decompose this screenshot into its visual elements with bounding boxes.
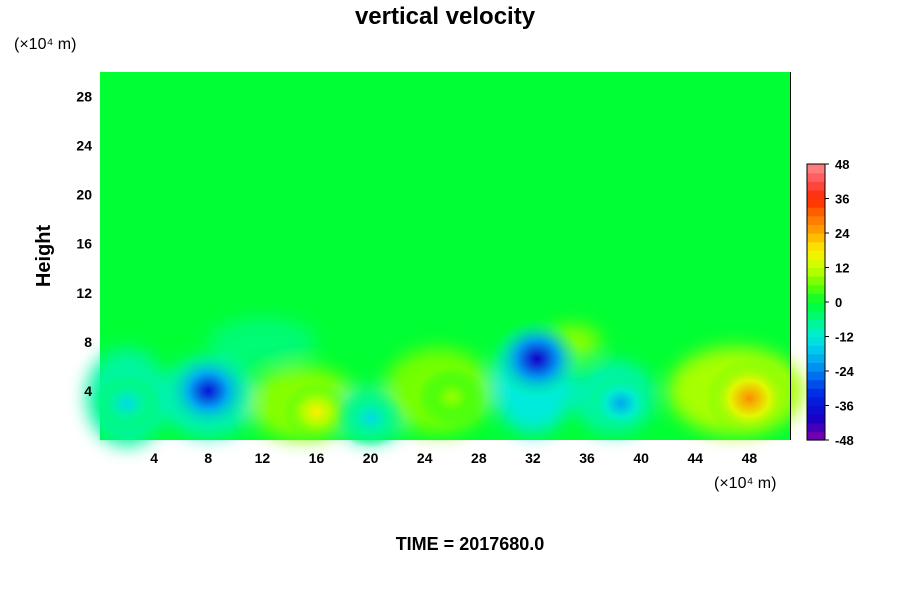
colorbar-swatch	[807, 302, 825, 312]
y-tick-label: 12	[76, 285, 92, 301]
y-tick-label: 28	[76, 89, 92, 105]
y-tick-label: 24	[76, 138, 92, 154]
colorbar-swatch	[807, 172, 825, 182]
velocity-field	[86, 317, 804, 448]
x-tick-label: 40	[633, 450, 649, 466]
colorbar-tick-label: -24	[835, 364, 855, 379]
y-axis-label: Height	[33, 225, 55, 288]
field-feature	[493, 319, 581, 400]
colorbar-swatch	[807, 422, 825, 432]
colorbar-swatch	[807, 258, 825, 269]
colorbar-swatch	[807, 233, 825, 243]
colorbar-tick-label: -36	[835, 399, 854, 414]
colorbar-swatch	[807, 189, 825, 200]
y-tick-label: 4	[84, 383, 92, 399]
colorbar-swatch	[807, 224, 825, 234]
field-feature	[705, 358, 794, 439]
y-ticks: 4 8 12 16 20 24 28	[76, 89, 92, 399]
colorbar-tick-label: -12	[835, 330, 854, 345]
x-tick-label: 44	[688, 450, 704, 466]
colorbar-swatch	[807, 371, 825, 381]
colorbar-swatch	[807, 396, 825, 407]
colorbar-swatch	[807, 164, 825, 174]
colorbar-swatch	[807, 405, 825, 415]
colorbar-swatch	[807, 293, 825, 303]
colorbar-tick-label: 48	[835, 157, 849, 172]
colorbar-swatch	[807, 276, 825, 286]
field-feature	[586, 373, 655, 434]
colorbar-swatch	[807, 319, 825, 329]
x-ticks: 4 8 12 16 20 24 28 32 36 40 44 48	[150, 450, 757, 466]
colorbar-swatch	[807, 336, 825, 346]
colorbar-tick-label: -48	[835, 433, 854, 448]
colorbar-swatch	[807, 345, 825, 355]
time-label: TIME = 2017680.0	[396, 534, 545, 554]
y-tick-label: 16	[76, 236, 92, 252]
chart-title: vertical velocity	[355, 3, 536, 30]
x-tick-label: 36	[579, 450, 595, 466]
y-tick-label: 20	[76, 187, 92, 203]
colorbar-swatch	[807, 431, 825, 441]
colorbar-swatch	[807, 327, 825, 338]
field-feature	[417, 367, 486, 428]
y-unit-label: (×10⁴ m)	[14, 36, 76, 53]
colorbar-swatch	[807, 250, 825, 260]
x-tick-label: 28	[471, 450, 487, 466]
plot-area	[86, 72, 804, 448]
colorbar-swatch	[807, 414, 825, 424]
x-tick-label: 8	[204, 450, 212, 466]
x-tick-label: 32	[525, 450, 541, 466]
colorbar-swatch	[807, 241, 825, 251]
field-feature	[282, 381, 351, 442]
colorbar-swatch	[807, 267, 825, 277]
colorbar-swatch	[807, 181, 825, 191]
x-tick-label: 16	[309, 450, 325, 466]
colorbar-swatch	[807, 379, 825, 389]
field-feature	[164, 350, 253, 431]
colorbar-swatch	[807, 353, 825, 363]
colorbar-tick-label: 24	[835, 226, 850, 241]
colorbar-tick-label: 12	[835, 261, 849, 276]
colorbar-swatch	[807, 362, 825, 372]
colorbar-swatch	[807, 207, 825, 217]
x-tick-label: 12	[255, 450, 271, 466]
x-unit-label: (×10⁴ m)	[714, 475, 776, 492]
colorbar-swatch	[807, 198, 825, 208]
x-tick-label: 20	[363, 450, 379, 466]
x-tick-label: 48	[742, 450, 758, 466]
colorbar-tick-label: 0	[835, 295, 842, 310]
colorbar: 48 36 24 12 0 -12 -24 -36 -48	[806, 157, 855, 448]
colorbar-swatch	[807, 388, 825, 398]
x-tick-label: 24	[417, 450, 433, 466]
colorbar-tick-label: 36	[835, 192, 849, 207]
colorbar-swatch	[807, 310, 825, 320]
colorbar-swatch	[807, 215, 825, 225]
colorbar-swatch	[807, 284, 825, 294]
x-tick-label: 4	[150, 450, 158, 466]
field-feature	[336, 387, 405, 448]
field-feature	[93, 373, 162, 434]
y-tick-label: 8	[84, 334, 92, 350]
